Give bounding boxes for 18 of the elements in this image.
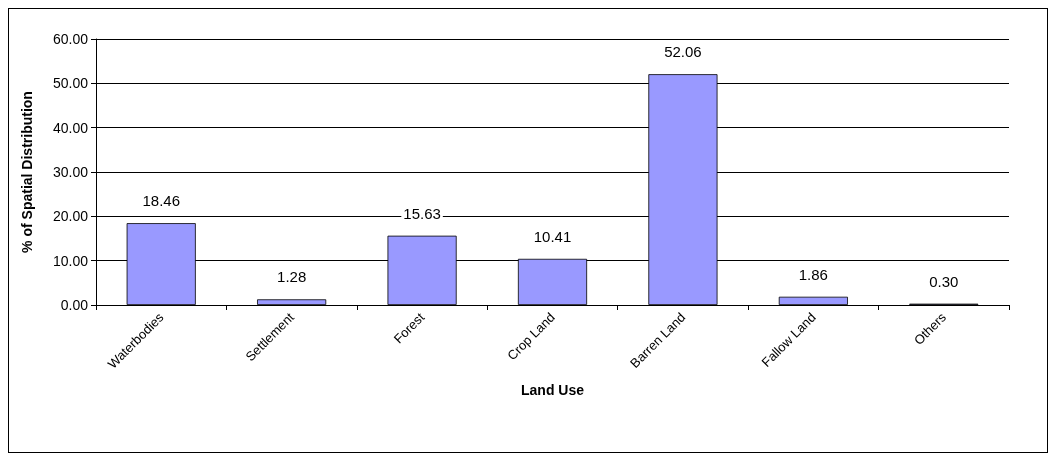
bar	[778, 296, 848, 305]
y-tick-label: 0.00	[60, 297, 89, 313]
y-tick-label: 60.00	[52, 31, 89, 47]
x-axis-title: Land Use	[520, 382, 585, 398]
y-tick-label: 40.00	[52, 119, 89, 136]
y-axis-title: % of Spatial Distribution	[19, 91, 35, 253]
y-tick-label: 30.00	[52, 164, 89, 180]
data-label: 1.28	[277, 268, 307, 286]
data-label: 15.63	[403, 204, 441, 222]
data-label: 0.30	[929, 272, 959, 290]
data-label: 18.46	[142, 192, 180, 210]
bar	[257, 299, 327, 305]
y-tick-label: 20.00	[52, 208, 89, 225]
data-label: 10.41	[533, 227, 572, 245]
data-label: 1.86	[798, 265, 828, 283]
y-tick-label: 50.00	[52, 75, 89, 92]
data-label: 52.06	[664, 43, 702, 61]
y-tick-label: 10.00	[52, 252, 89, 269]
